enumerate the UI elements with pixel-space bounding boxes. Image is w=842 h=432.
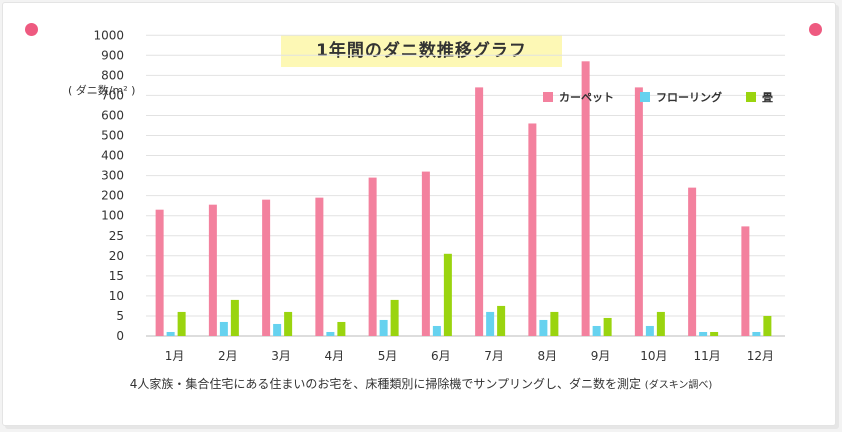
y-tick-label: 200	[101, 189, 124, 203]
x-tick-label: 7月	[484, 349, 504, 363]
x-tick-label: 5月	[378, 349, 398, 363]
x-tick-label: 9月	[591, 349, 611, 363]
legend-label: 畳	[762, 91, 773, 104]
bar-flooring	[379, 319, 388, 336]
legend-label: フローリング	[656, 90, 722, 104]
bar-flooring	[273, 323, 282, 336]
bar-carpet	[741, 226, 750, 336]
bar-carpet	[581, 61, 590, 336]
y-tick-label: 20	[109, 249, 124, 263]
bar-tatami	[710, 331, 719, 336]
bar-carpet	[368, 177, 377, 336]
bar-flooring	[592, 325, 601, 336]
bar-carpet	[315, 197, 324, 336]
x-tick-label: 4月	[325, 349, 345, 363]
bar-carpet	[208, 204, 217, 336]
bar-flooring	[752, 331, 761, 336]
bar-carpet	[262, 199, 271, 336]
y-tick-label: 700	[101, 88, 124, 102]
bar-carpet	[528, 123, 537, 336]
y-tick-label: 600	[101, 108, 124, 122]
y-tick-label: 10	[109, 289, 124, 303]
bar-flooring	[645, 325, 654, 336]
bar-carpet	[688, 187, 697, 336]
y-tick-label: 800	[101, 68, 124, 82]
x-tick-label: 1月	[165, 349, 185, 363]
bar-tatami	[177, 311, 186, 336]
pin-dot-right	[809, 23, 822, 36]
bar-tatami	[497, 305, 506, 336]
legend-swatch	[543, 92, 553, 102]
bar-flooring	[539, 319, 548, 336]
bar-carpet	[155, 209, 164, 336]
y-tick-label: 0	[116, 329, 124, 343]
x-tick-label: 8月	[538, 349, 558, 363]
y-tick-label: 400	[101, 149, 124, 163]
bar-tatami	[284, 311, 293, 336]
y-tick-label: 25	[109, 229, 124, 243]
bar-carpet	[634, 87, 643, 336]
bar-flooring	[326, 331, 335, 336]
pin-dot-left	[25, 23, 38, 36]
y-tick-label: 500	[101, 129, 124, 143]
legend-swatch	[640, 92, 650, 102]
footnote-text: 4人家族・集合住宅にある住まいのお宅を、床種類別に掃除機でサンプリングし、ダニ数…	[129, 377, 641, 391]
bar-flooring	[699, 331, 708, 336]
bar-flooring	[486, 311, 495, 336]
bar-flooring	[219, 321, 228, 336]
y-tick-label: 1000	[93, 28, 124, 42]
y-tick-label: 100	[101, 209, 124, 223]
footnote: 4人家族・集合住宅にある住まいのお宅を、床種類別に掃除機でサンプリングし、ダニ数…	[0, 375, 842, 392]
y-tick-label: 15	[109, 269, 124, 283]
bar-carpet	[475, 87, 484, 336]
chart-title: 1年間のダニ数推移グラフ	[281, 35, 562, 67]
bar-tatami	[603, 317, 612, 336]
bar-carpet	[421, 171, 430, 336]
bar-flooring	[432, 325, 441, 336]
legend-label: カーペット	[559, 91, 614, 104]
bar-tatami	[550, 311, 559, 336]
bar-tatami	[656, 311, 665, 336]
y-tick-label: 300	[101, 169, 124, 183]
y-axis-label: ( ダニ数/m² )	[68, 83, 135, 97]
x-tick-label: 12月	[747, 349, 774, 363]
y-tick-label: 5	[116, 309, 124, 323]
y-tick-label: 900	[101, 48, 124, 62]
x-tick-label: 2月	[218, 349, 238, 363]
bar-tatami	[337, 321, 346, 336]
chart-card	[2, 2, 836, 426]
bar-tatami	[230, 299, 239, 336]
bar-tatami	[763, 315, 772, 336]
bar-flooring	[166, 331, 175, 336]
x-tick-label: 11月	[693, 349, 720, 363]
x-tick-label: 6月	[431, 349, 451, 363]
bar-tatami	[390, 299, 399, 336]
footnote-source: (ダスキン調べ)	[644, 380, 713, 391]
bar-tatami	[443, 253, 452, 336]
x-tick-label: 10月	[640, 349, 667, 363]
x-tick-label: 3月	[271, 349, 291, 363]
legend-swatch	[746, 92, 756, 102]
